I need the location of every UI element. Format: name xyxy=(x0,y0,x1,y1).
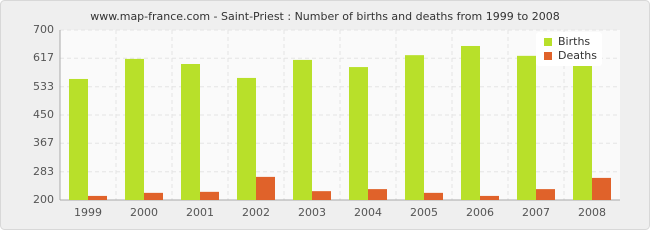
bar xyxy=(69,78,88,200)
legend-swatch xyxy=(544,52,552,60)
bar xyxy=(256,176,275,200)
legend-label: Deaths xyxy=(558,49,597,62)
bar xyxy=(424,192,443,200)
bar xyxy=(368,189,387,200)
x-tick-label: 2007 xyxy=(522,206,550,219)
y-tick-label: 283 xyxy=(33,165,54,178)
x-tick-label: 2004 xyxy=(354,206,382,219)
bar xyxy=(312,191,331,200)
bar xyxy=(88,195,107,200)
x-tick-label: 1999 xyxy=(74,206,102,219)
y-tick-label: 450 xyxy=(33,108,54,121)
bar xyxy=(405,55,424,200)
bar xyxy=(573,61,592,201)
legend-label: Births xyxy=(558,35,590,48)
bar xyxy=(592,177,611,200)
x-tick-label: 2008 xyxy=(578,206,606,219)
x-tick-label: 2001 xyxy=(186,206,214,219)
y-tick-label: 533 xyxy=(33,80,54,93)
legend-swatch xyxy=(544,38,552,46)
x-tick-label: 2005 xyxy=(410,206,438,219)
bar xyxy=(461,45,480,201)
legend-box xyxy=(536,32,602,66)
bar xyxy=(237,77,256,200)
y-tick-label: 200 xyxy=(33,193,54,206)
x-tick-label: 2002 xyxy=(242,206,270,219)
bar xyxy=(181,64,200,200)
x-tick-label: 2006 xyxy=(466,206,494,219)
chart-title: www.map-france.com - Saint-Priest : Numb… xyxy=(90,10,560,23)
y-tick-label: 367 xyxy=(33,136,54,149)
bar xyxy=(144,192,163,200)
bar xyxy=(517,55,536,201)
bar xyxy=(480,195,499,200)
y-tick-label: 617 xyxy=(33,51,54,64)
bar xyxy=(536,189,555,200)
bar xyxy=(200,191,219,200)
bar xyxy=(349,67,368,200)
bar xyxy=(293,59,312,200)
bar xyxy=(125,58,144,201)
x-tick-label: 2000 xyxy=(130,206,158,219)
x-tick-label: 2003 xyxy=(298,206,326,219)
chart: www.map-france.com - Saint-Priest : Numb… xyxy=(0,0,650,230)
y-tick-label: 700 xyxy=(33,23,54,36)
